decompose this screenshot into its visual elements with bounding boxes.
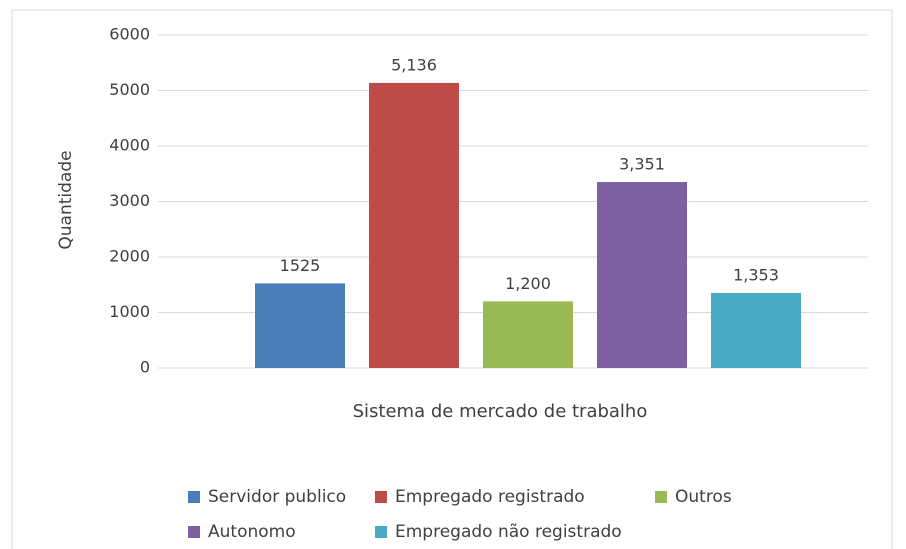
data-label: 1,200 [505, 274, 551, 293]
bar [369, 82, 459, 369]
bar [483, 301, 573, 368]
legend-swatch [188, 526, 200, 538]
legend-swatch [188, 491, 200, 503]
y-tick-label: 0 [140, 358, 150, 377]
y-tick-label: 6000 [109, 25, 150, 44]
x-axis-label: Sistema de mercado de trabalho [353, 401, 648, 422]
data-label: 5,136 [391, 55, 437, 74]
legend-swatch [375, 491, 387, 503]
data-label: 1,353 [733, 265, 779, 284]
bar [597, 182, 687, 368]
data-label: 3,351 [619, 155, 665, 174]
y-axis-label: Quantidade [56, 150, 76, 249]
y-tick-label: 4000 [109, 136, 150, 155]
chart-frame [11, 9, 893, 549]
legend-swatch [655, 491, 667, 503]
y-tick-label: 3000 [109, 191, 150, 210]
legend-swatch [375, 526, 387, 538]
bar [711, 292, 801, 368]
y-tick-label: 1000 [109, 302, 150, 321]
y-tick-label: 2000 [109, 247, 150, 266]
legend-label: Autonomo [208, 522, 296, 542]
y-tick-label: 5000 [109, 80, 150, 99]
data-label: 1525 [280, 256, 321, 275]
legend-label: Outros [675, 487, 732, 507]
bar [255, 283, 345, 368]
legend-label: Servidor publico [208, 487, 346, 507]
legend-label: Empregado registrado [395, 487, 585, 507]
legend-label: Empregado não registrado [395, 522, 622, 542]
